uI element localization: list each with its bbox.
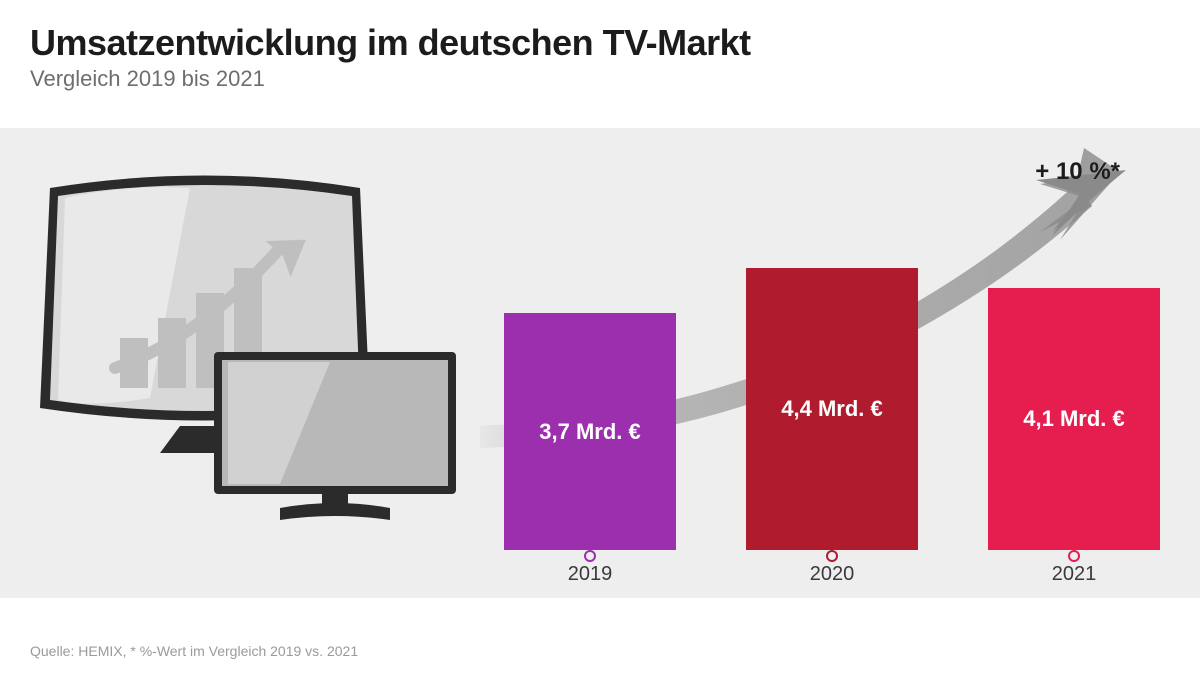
bar-rect: 4,4 Mrd. €: [746, 268, 918, 550]
bar-value-label: 4,4 Mrd. €: [781, 396, 882, 422]
tv-flat-icon: [210, 348, 460, 528]
bar-value-label: 4,1 Mrd. €: [1023, 406, 1124, 432]
bars-wrap: + 10 %* 3,7 Mrd. € 2019 4,4 Mrd. € 2020 4,1 …: [480, 128, 1180, 598]
page-title: Umsatzentwicklung im deutschen TV-Markt: [30, 22, 1170, 64]
bar-2021: 4,1 Mrd. €: [988, 288, 1160, 550]
tick-marker: [1068, 550, 1080, 562]
header: Umsatzentwicklung im deutschen TV-Markt …: [0, 0, 1200, 92]
bar-2020: 4,4 Mrd. €: [746, 268, 918, 550]
tv-illustration: [30, 168, 470, 548]
tick-marker: [826, 550, 838, 562]
year-label-2020: 2020: [746, 563, 918, 586]
bar-value-label: 3,7 Mrd. €: [539, 419, 640, 445]
growth-label: + 10 %*: [1035, 158, 1120, 186]
page: Umsatzentwicklung im deutschen TV-Markt …: [0, 0, 1200, 677]
bar-rect: 3,7 Mrd. €: [504, 313, 676, 550]
year-label-2019: 2019: [504, 563, 676, 586]
bar-2019: 3,7 Mrd. €: [504, 313, 676, 550]
page-subtitle: Vergleich 2019 bis 2021: [30, 66, 1170, 92]
bar-rect: 4,1 Mrd. €: [988, 288, 1160, 550]
chart-area: + 10 %* 3,7 Mrd. € 2019 4,4 Mrd. € 2020 4,1 …: [0, 128, 1200, 598]
year-label-2021: 2021: [988, 563, 1160, 586]
source-note: Quelle: HEMIX, * %-Wert im Vergleich 201…: [30, 643, 358, 659]
tick-marker: [584, 550, 596, 562]
